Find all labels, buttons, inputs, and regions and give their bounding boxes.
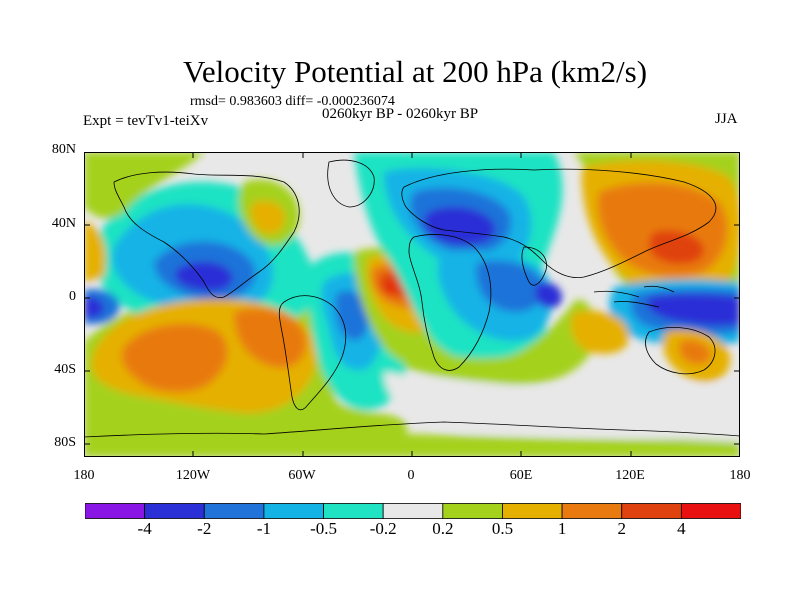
colorbar-label: 0.5 bbox=[491, 519, 514, 538]
experiment-label: Expt = tevTv1-teiXv bbox=[83, 113, 209, 129]
lon-label-180w: 180 bbox=[73, 468, 95, 483]
colorbar-swatch bbox=[442, 503, 503, 519]
velocity-potential-map bbox=[84, 152, 740, 457]
colorbar-swatch bbox=[203, 503, 265, 519]
lat-label-80s: 80S bbox=[54, 435, 76, 450]
colorbar-swatch bbox=[263, 503, 324, 519]
colorbar-swatch bbox=[85, 503, 146, 519]
lon-label-60w: 60W bbox=[288, 468, 316, 483]
period-label: 0260kyr BP - 0260kyr BP bbox=[322, 106, 479, 122]
season-label: JJA bbox=[715, 111, 738, 127]
colorbar-swatch bbox=[144, 503, 205, 519]
colorbar-swatch bbox=[502, 503, 563, 519]
colorbar-label: -4 bbox=[137, 519, 152, 538]
colorbar-swatch bbox=[561, 503, 623, 519]
lat-label-0: 0 bbox=[69, 289, 76, 304]
stats-line: rmsd= 0.983603 diff= -0.000236074 bbox=[190, 94, 395, 109]
colorbar-swatch bbox=[680, 503, 741, 519]
colorbar-label: -0.2 bbox=[369, 519, 397, 538]
colorbar-label: 1 bbox=[557, 519, 567, 538]
lon-label-60e: 60E bbox=[509, 468, 533, 483]
lon-label-120e: 120E bbox=[615, 468, 645, 483]
colorbar-swatch bbox=[323, 503, 384, 519]
colorbar-swatch bbox=[382, 503, 444, 519]
contour-fill-layer bbox=[84, 152, 740, 457]
colorbar-label: -2 bbox=[197, 519, 212, 538]
axis-ticks bbox=[84, 152, 740, 457]
colorbar-label: -1 bbox=[256, 519, 271, 538]
colorbar-swatch bbox=[621, 503, 682, 519]
coastlines bbox=[84, 159, 740, 438]
lon-label-0: 0 bbox=[407, 468, 415, 483]
colorbar-label: -0.5 bbox=[310, 519, 337, 538]
lat-label-40n: 40N bbox=[51, 216, 76, 231]
map-title: Velocity Potential at 200 hPa (km2/s) bbox=[182, 54, 648, 89]
colorbar-label: 4 bbox=[677, 519, 686, 538]
lat-label-40s: 40S bbox=[54, 362, 76, 377]
colorbar bbox=[85, 503, 741, 519]
colorbar-label: 2 bbox=[617, 519, 626, 538]
colorbar-label: 0.2 bbox=[432, 519, 454, 538]
lon-label-180e: 180 bbox=[729, 468, 751, 483]
lat-label-80n: 80N bbox=[51, 142, 76, 157]
lon-label-120w: 120W bbox=[175, 468, 211, 483]
